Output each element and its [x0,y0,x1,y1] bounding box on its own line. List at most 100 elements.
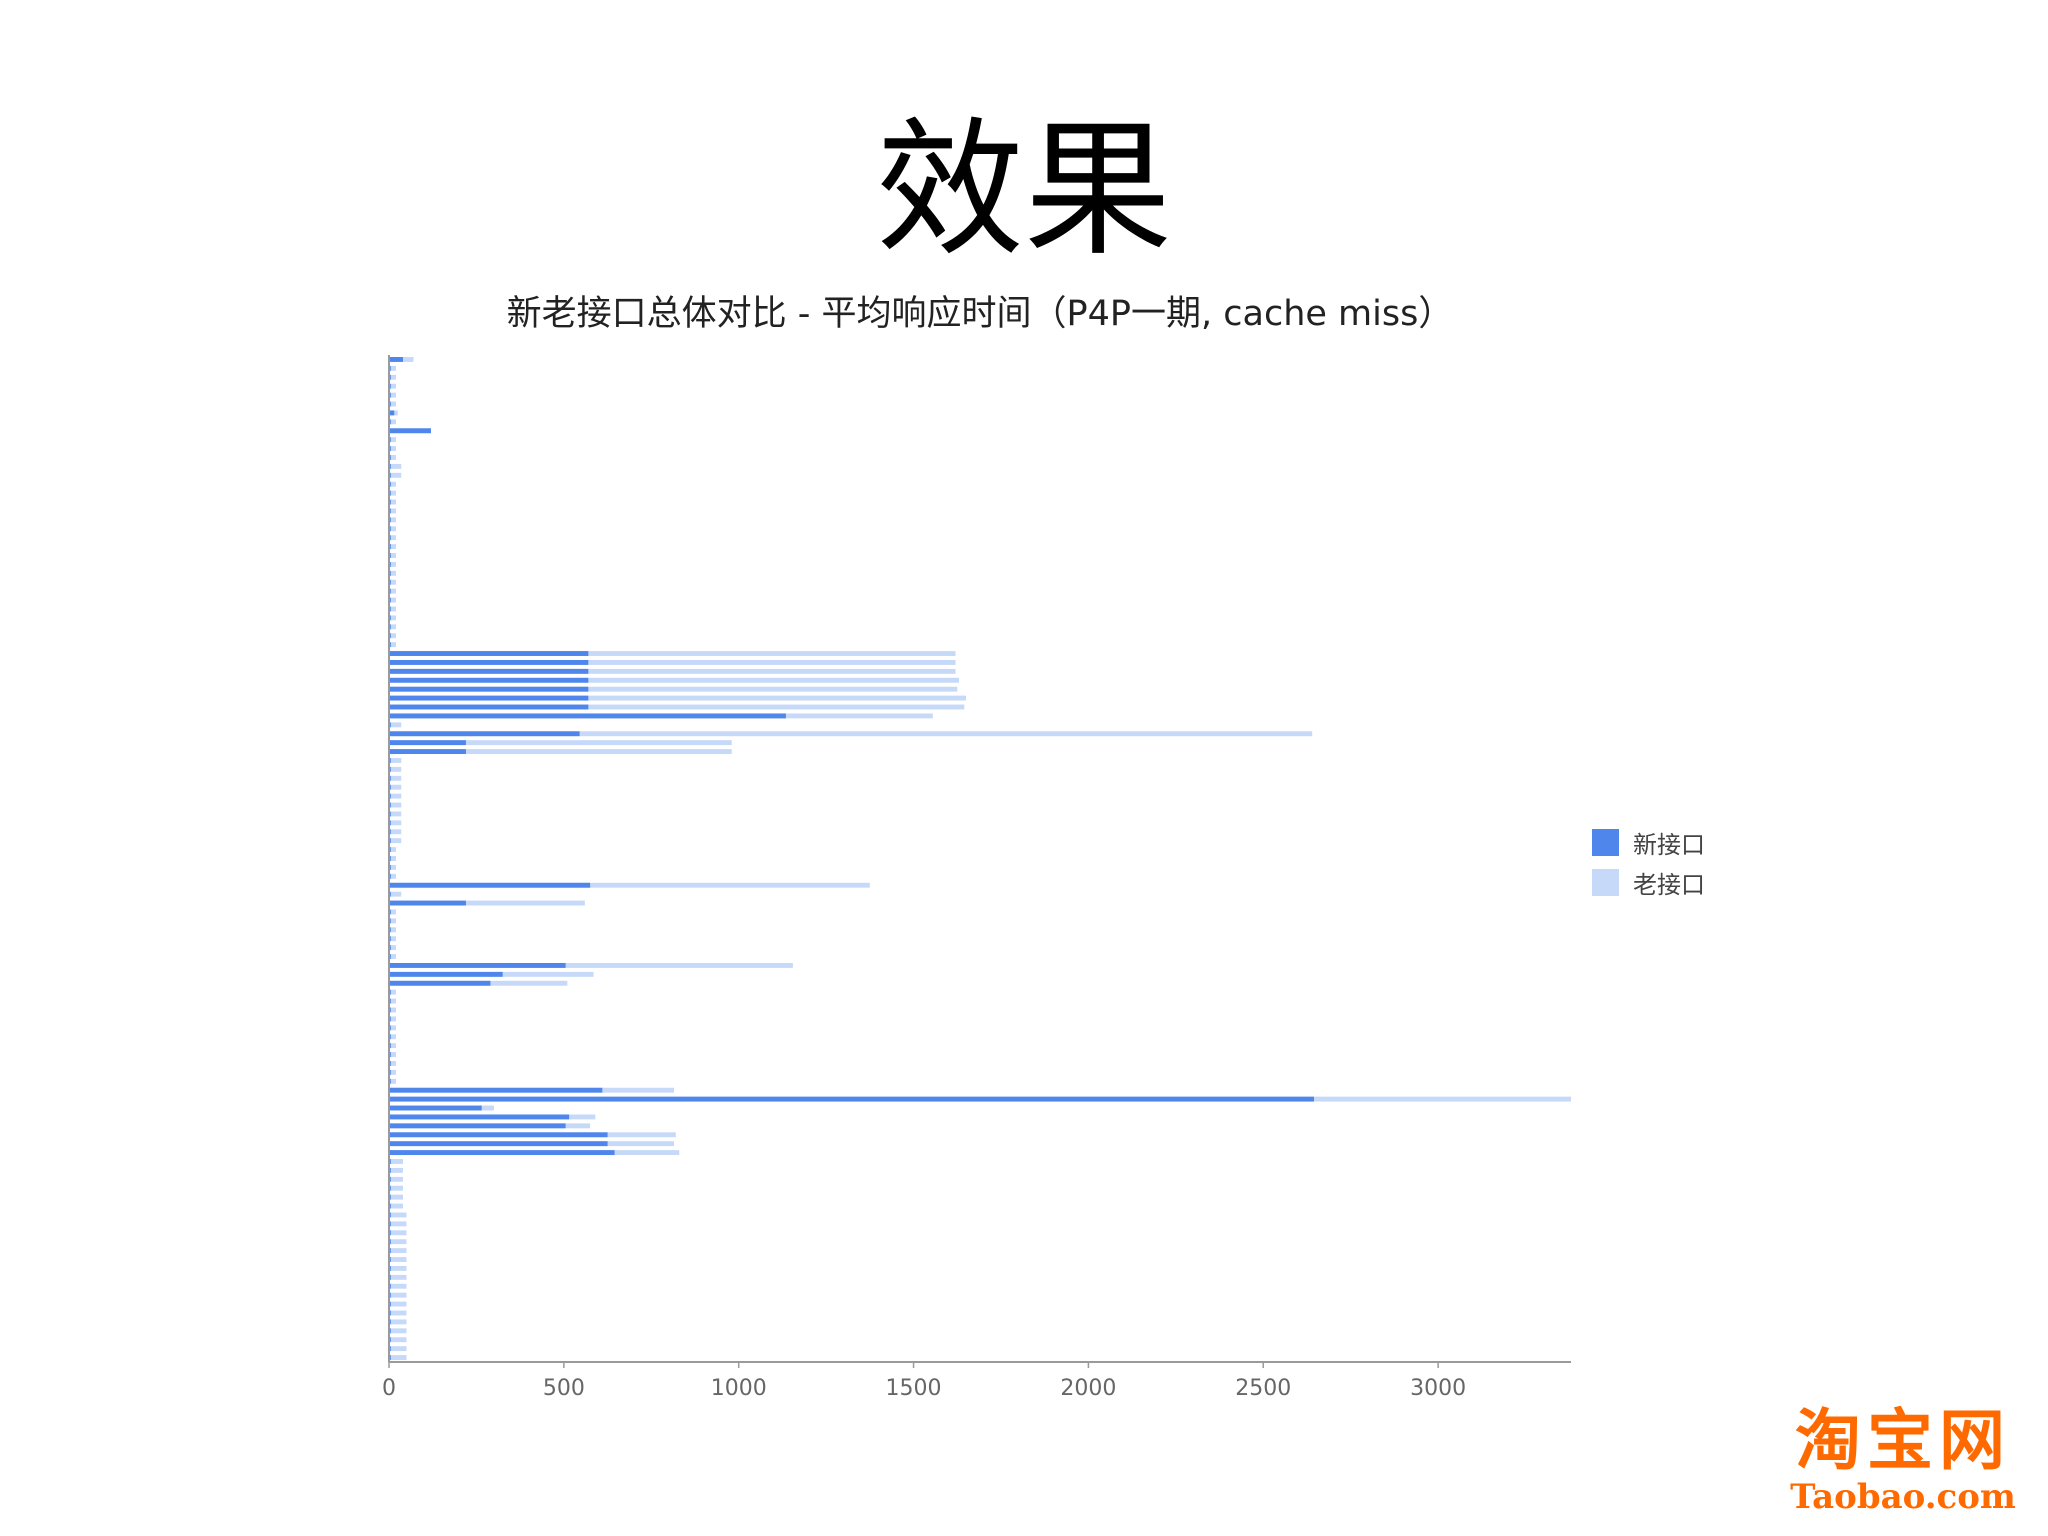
bar-new-api-38 [389,695,589,701]
legend-item-old-api: 老接口 [1592,862,1705,902]
bar-old-api-21 [389,544,396,550]
bar-new-api-44 [389,749,466,755]
bar-old-api-91 [389,1167,403,1173]
bar-old-api-19 [389,526,396,532]
bar-old-api-29 [389,615,396,621]
bar-old-api-31 [389,633,396,639]
bar-old-api-75 [389,1025,396,1031]
bar-old-api-92 [389,1176,403,1182]
bar-new-api-0 [389,357,403,362]
bar-old-api-72 [389,998,396,1004]
bar-old-api-109 [389,1328,407,1334]
bar-old-api-67 [389,954,396,959]
bar-old-api-44 [389,749,732,755]
bar-old-api-12 [389,463,402,469]
bar-old-api-38 [389,695,967,701]
bar-old-api-53 [389,829,402,835]
bar-old-api-55 [389,847,396,853]
bar-old-api-111 [389,1346,407,1352]
bar-new-api-33 [389,651,589,656]
bar-new-api-59 [389,882,591,888]
bar-old-api-25 [389,579,396,585]
chart-title: 新老接口总体对比 - 平均响应时间（P4P一期, cache miss） [506,294,1454,334]
bar-old-api-3 [389,383,396,389]
bar-old-api-35 [389,668,956,674]
bar-old-api-112 [389,1355,407,1360]
bar-old-api-103 [389,1274,407,1280]
x-tick-label-500: 500 [543,1376,585,1401]
bar-old-api-102 [389,1265,407,1271]
x-tick-label-1000: 1000 [711,1376,767,1401]
bar-old-api-23 [389,561,396,567]
bar-old-api-28 [389,606,396,612]
bar-old-api-11 [389,455,396,460]
bar-old-api-48 [389,784,402,790]
bar-old-api-90 [389,1159,403,1164]
bar-old-api-30 [389,624,396,630]
bar-old-api-76 [389,1034,396,1040]
bar-old-api-22 [389,553,396,558]
bar-new-api-6 [389,410,395,416]
logo-text-cn: 淘宝网 [1795,1402,2011,1479]
bar-new-api-69 [389,971,503,977]
bar-old-api-41 [389,722,402,728]
bar-old-api-71 [389,989,396,995]
bar-old-api-33 [389,651,956,656]
bar-old-api-100 [389,1248,407,1254]
bar-old-api-4 [389,392,396,398]
bar-old-api-27 [389,597,396,603]
slide-title: 效果 [876,104,1172,276]
bar-new-api-40 [389,713,786,719]
bar-new-api-36 [389,677,589,683]
bar-old-api-96 [389,1212,407,1218]
bar-new-api-42 [389,731,580,737]
bar-old-api-68 [389,962,793,968]
bar-old-api-105 [389,1292,407,1298]
bar-old-api-106 [389,1301,407,1307]
bar-old-api-16 [389,499,396,505]
bar-old-api-42 [389,731,1313,737]
bar-old-api-65 [389,936,396,942]
bar-old-api-98 [389,1230,407,1236]
bar-old-api-97 [389,1221,407,1227]
bar-new-api-83 [389,1096,1314,1102]
bar-old-api-94 [389,1194,403,1200]
bar-old-api-7 [389,419,396,425]
bar-old-api-10 [389,446,396,452]
bar-old-api-56 [389,856,396,861]
bar-old-api-104 [389,1283,407,1289]
bar-new-api-84 [389,1105,482,1111]
bar-old-api-47 [389,775,402,781]
bar-old-api-49 [389,793,402,799]
bar-old-api-64 [389,927,396,933]
bar-old-api-61 [389,900,585,906]
bar-new-api-85 [389,1114,570,1120]
bar-old-api-63 [389,918,396,924]
bar-new-api-88 [389,1141,608,1147]
bar-old-api-13 [389,472,402,478]
legend-label-old-api: 老接口 [1633,870,1705,899]
bar-old-api-9 [389,437,396,443]
bar-old-api-45 [389,758,402,763]
bar-old-api-43 [389,740,732,746]
bar-old-api-93 [389,1185,403,1191]
bar-new-api-89 [389,1150,615,1156]
bar-new-api-35 [389,668,589,674]
bar-old-api-73 [389,1007,396,1013]
bar-old-api-77 [389,1043,396,1049]
bar-new-api-37 [389,686,589,692]
bar-new-api-86 [389,1123,566,1129]
bar-new-api-87 [389,1132,608,1138]
bar-old-api-18 [389,517,396,523]
bar-new-api-70 [389,980,491,986]
bar-old-api-36 [389,677,960,683]
bar-old-api-80 [389,1069,396,1075]
bar-old-api-52 [389,820,402,826]
chart-bars [389,357,1571,1360]
bar-old-api-54 [389,838,402,844]
bar-old-api-81 [389,1078,396,1084]
x-tick-label-1500: 1500 [886,1376,942,1401]
bar-old-api-57 [389,864,396,870]
bar-new-api-43 [389,740,466,746]
bar-new-api-61 [389,900,466,906]
